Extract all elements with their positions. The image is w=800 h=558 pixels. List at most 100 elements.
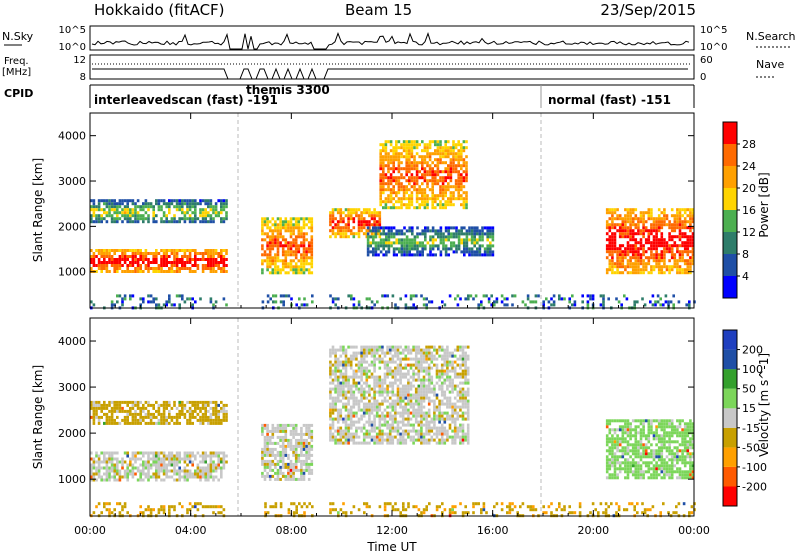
power-cell — [455, 197, 458, 200]
velocity-cell — [366, 349, 369, 352]
power-cell — [199, 211, 202, 214]
velocity-cell — [93, 461, 96, 464]
power-cell — [432, 235, 435, 238]
power-cell — [290, 265, 293, 268]
velocity-cell — [337, 367, 340, 370]
power-cell — [373, 223, 376, 226]
velocity-cell — [358, 403, 361, 406]
power-cell — [275, 300, 278, 303]
power-cell — [616, 229, 619, 232]
power-cell — [375, 232, 378, 235]
power-cell — [285, 259, 288, 262]
velocity-cell — [165, 422, 168, 425]
velocity-cell — [199, 470, 202, 473]
power-cell — [223, 208, 226, 211]
power-cell — [93, 214, 96, 217]
power-cell — [173, 214, 176, 217]
power-cell — [171, 303, 174, 306]
velocity-cell — [223, 455, 226, 458]
velocity-cell — [178, 473, 181, 476]
velocity-cell — [358, 406, 361, 409]
power-cell — [684, 232, 687, 235]
power-cell — [447, 173, 450, 176]
velocity-cell — [300, 472, 303, 475]
velocity-cell — [308, 454, 311, 457]
velocity-cell — [305, 469, 308, 472]
velocity-cell — [337, 370, 340, 373]
velocity-cell — [384, 397, 387, 400]
velocity-cell — [399, 412, 402, 415]
power-cell — [400, 146, 403, 149]
velocity-cell — [410, 352, 413, 355]
power-cell — [400, 185, 403, 188]
velocity-cell — [332, 397, 335, 400]
power-cell — [111, 217, 114, 220]
power-cell — [622, 253, 625, 256]
velocity-cell — [415, 391, 418, 394]
power-cell — [635, 244, 638, 247]
velocity-cell — [277, 463, 280, 466]
velocity-cell — [100, 467, 103, 470]
power-cell — [637, 229, 640, 232]
power-cell — [191, 270, 194, 273]
power-cell — [447, 229, 450, 232]
velocity-cell — [311, 424, 314, 427]
power-cell — [486, 250, 489, 253]
power-cell — [496, 300, 499, 303]
power-cell — [215, 202, 218, 205]
power-cell — [592, 294, 595, 297]
velocity-cell — [202, 470, 205, 473]
power-cell — [295, 262, 298, 265]
velocity-cell — [340, 370, 343, 373]
velocity-cell — [392, 388, 395, 391]
velocity-cell — [121, 467, 124, 470]
velocity-cell — [342, 367, 345, 370]
power-cell — [442, 247, 445, 250]
power-cell — [220, 217, 223, 220]
power-cell — [186, 255, 189, 258]
power-cell — [600, 303, 603, 306]
power-cell — [332, 208, 335, 211]
velocity-cell — [264, 460, 267, 463]
power-cell — [416, 200, 419, 203]
velocity-cell — [397, 442, 400, 445]
velocity-cell — [285, 424, 288, 427]
power-cell — [655, 229, 658, 232]
velocity-cell — [171, 452, 174, 455]
power-cell — [640, 238, 643, 241]
power-cell — [290, 241, 293, 244]
power-cell — [687, 250, 690, 253]
velocity-cell — [155, 458, 158, 461]
power-cell — [379, 223, 382, 226]
power-cell — [627, 262, 630, 265]
velocity-cell — [420, 358, 423, 361]
power-cell — [375, 235, 378, 238]
velocity-cell — [425, 433, 428, 436]
power-cell — [679, 217, 682, 220]
power-cell — [460, 185, 463, 188]
velocity-cell — [394, 355, 397, 358]
power-cell — [609, 265, 612, 268]
velocity-cell — [171, 419, 174, 422]
power-cell — [145, 267, 148, 270]
velocity-cell — [360, 430, 363, 433]
power-cell — [674, 256, 677, 259]
power-cell — [653, 229, 656, 232]
power-cell — [142, 220, 145, 223]
power-cell — [455, 226, 458, 229]
velocity-cell — [379, 403, 382, 406]
velocity-cell — [353, 403, 356, 406]
power-cell — [445, 250, 448, 253]
velocity-cell — [410, 349, 413, 352]
velocity-cell — [412, 427, 415, 430]
velocity-cell — [337, 400, 340, 403]
power-cell — [199, 199, 202, 202]
velocity-cell — [373, 397, 376, 400]
velocity-cell — [261, 451, 264, 454]
power-cell — [292, 238, 295, 241]
power-cell — [340, 235, 343, 238]
power-cell — [408, 182, 411, 185]
velocity-cell — [225, 419, 228, 422]
power-cell — [176, 249, 179, 252]
power-cell — [303, 253, 306, 256]
